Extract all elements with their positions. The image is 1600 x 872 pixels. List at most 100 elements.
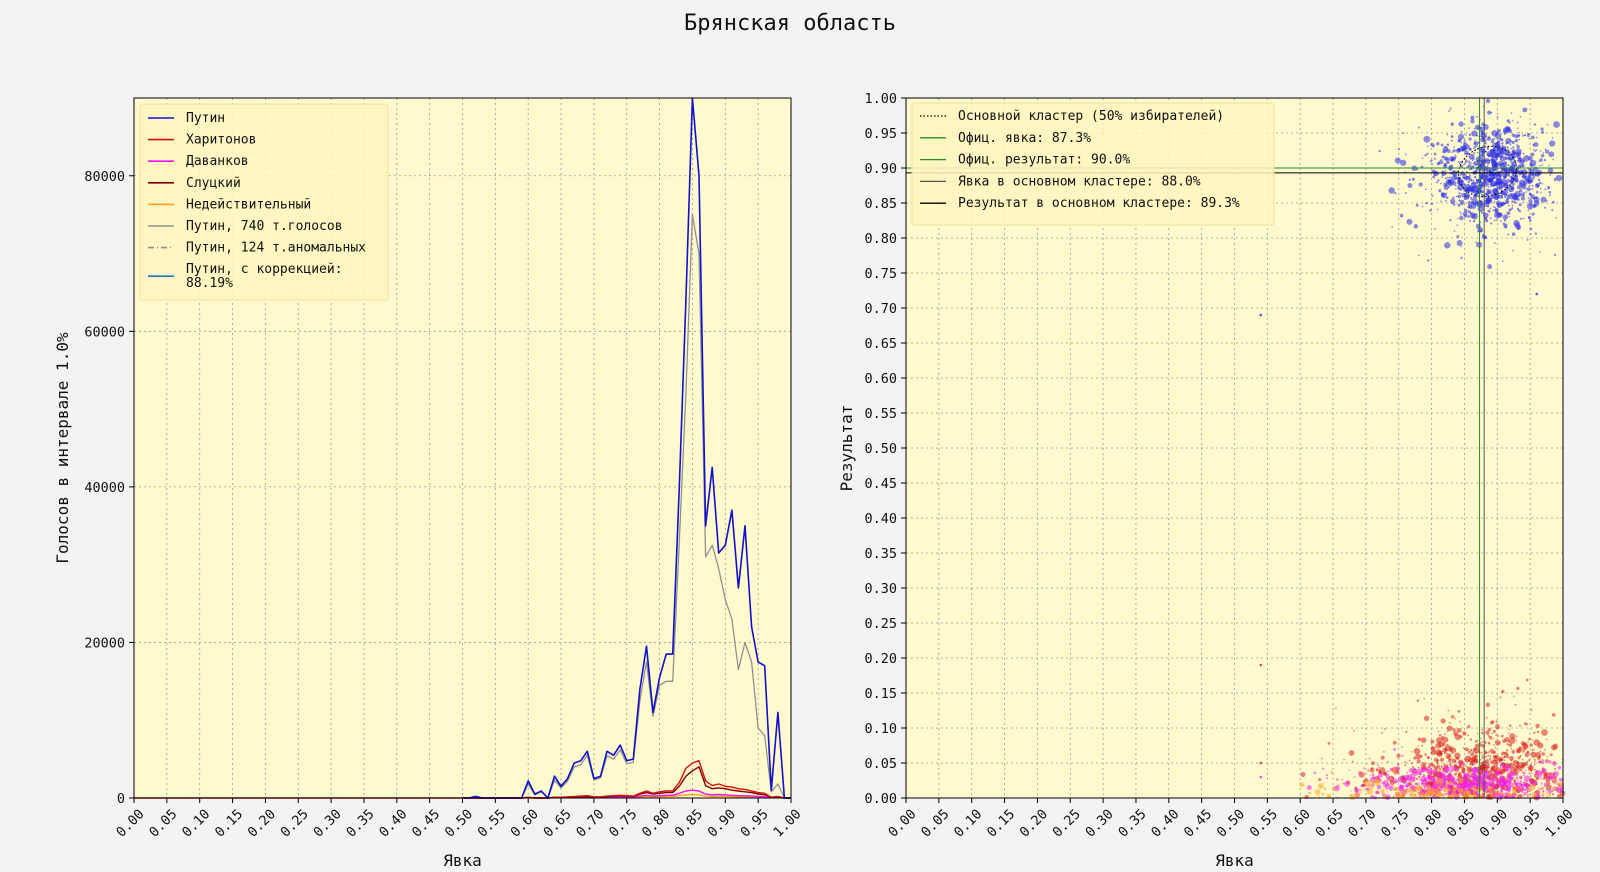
scatter-point	[1473, 147, 1476, 150]
scatter-point	[1460, 141, 1463, 144]
scatter-point	[1353, 729, 1355, 732]
scatter-point	[1441, 155, 1445, 159]
scatter-point	[1446, 143, 1450, 146]
scatter-point	[1471, 795, 1473, 798]
scatter-point	[1482, 770, 1484, 773]
scatter-point	[1508, 204, 1510, 207]
scatter-point	[1513, 195, 1519, 201]
scatter-point	[1459, 199, 1465, 205]
scatter-point	[1443, 156, 1448, 161]
scatter-point	[1431, 769, 1437, 775]
scatter-point	[1550, 785, 1552, 788]
scatter-point	[1522, 747, 1527, 751]
scatter-point	[1504, 775, 1507, 778]
scatter-point	[1469, 779, 1472, 782]
scatter-point	[1413, 224, 1419, 229]
scatter-point	[1557, 765, 1562, 770]
scatter-point	[1443, 778, 1446, 781]
scatter-point	[1481, 743, 1486, 748]
scatter-point	[1446, 133, 1449, 136]
scatter-point	[1410, 773, 1413, 777]
scatter-point	[1388, 770, 1390, 773]
scatter-point	[1462, 794, 1465, 797]
scatter-point	[1502, 201, 1505, 204]
plot-frame	[133, 97, 792, 799]
scatter-point	[1486, 159, 1489, 162]
scatter-point	[1493, 759, 1496, 762]
scatter-point	[1492, 176, 1496, 180]
scatter-point	[1437, 179, 1440, 182]
scatter-point	[1479, 783, 1482, 786]
scatter-point	[1476, 182, 1479, 185]
scatter-point	[1500, 138, 1504, 142]
scatter-point	[1494, 208, 1499, 213]
scatter-point	[1516, 747, 1522, 753]
scatter-point	[1484, 142, 1487, 145]
scatter-point	[1448, 721, 1451, 724]
scatter-point	[1535, 769, 1541, 776]
scatter-point	[1458, 785, 1461, 788]
scatter-point	[1456, 170, 1459, 173]
scatter-point	[1360, 791, 1363, 794]
scatter-point	[1488, 780, 1491, 783]
scatter-point	[1538, 181, 1542, 185]
scatter-point	[1490, 196, 1494, 200]
scatter-point	[1502, 173, 1507, 178]
scatter-point	[1404, 153, 1407, 156]
scatter-point	[1514, 134, 1519, 139]
scatter-point	[1511, 749, 1515, 754]
scatter-point	[1459, 146, 1462, 148]
scatter-point	[1479, 181, 1484, 187]
scatter-point	[1438, 767, 1442, 771]
scatter-point	[1476, 789, 1479, 793]
x-tick-label: 0.95	[1509, 806, 1543, 840]
scatter-point	[1403, 784, 1405, 787]
scatter-point	[1404, 778, 1407, 781]
scatter-point	[1457, 709, 1461, 713]
scatter-point	[1419, 778, 1422, 781]
y-tick-label: 0.95	[864, 126, 897, 142]
scatter-point	[1514, 703, 1517, 706]
scatter-point	[1259, 775, 1263, 779]
scatter-point	[1493, 775, 1495, 778]
scatter-point	[1528, 790, 1531, 793]
scatter-point	[1498, 140, 1501, 143]
scatter-point	[1444, 733, 1446, 735]
scatter-point	[1524, 783, 1528, 787]
x-tick-label: 0.85	[1444, 806, 1478, 840]
scatter-point	[1415, 203, 1419, 207]
scatter-point	[1504, 146, 1507, 149]
scatter-point	[1465, 134, 1467, 136]
scatter-point	[1489, 760, 1492, 763]
scatter-point	[1473, 754, 1478, 759]
legend-label: Путин, с коррекцией:	[186, 262, 343, 277]
scatter-point	[1471, 763, 1474, 766]
scatter-point	[1471, 168, 1473, 171]
scatter-point	[1506, 772, 1509, 775]
y-tick-label: 60000	[84, 324, 125, 340]
scatter-point	[1474, 788, 1477, 790]
scatter-point	[1511, 200, 1514, 203]
scatter-point	[1544, 188, 1547, 191]
scatter-point	[1470, 788, 1474, 793]
scatter-point	[1457, 217, 1459, 220]
scatter-point	[1485, 730, 1490, 735]
x-tick-label: 0.35	[1115, 806, 1149, 840]
scatter-point	[1470, 749, 1473, 752]
scatter-point	[1420, 780, 1425, 784]
x-tick-label: 0.50	[1214, 806, 1248, 840]
scatter-point	[1511, 119, 1514, 122]
scatter-point	[1441, 176, 1443, 178]
scatter-point	[1470, 213, 1472, 215]
scatter-point	[1551, 779, 1557, 784]
scatter-point	[1466, 759, 1470, 762]
scatter-point	[1545, 759, 1549, 763]
scatter-point	[1535, 723, 1540, 729]
scatter-point	[1535, 777, 1538, 780]
scatter-point	[1494, 170, 1500, 177]
scatter-point	[1323, 787, 1327, 791]
scatter-point	[1530, 751, 1537, 758]
scatter-point	[1485, 702, 1491, 707]
scatter-point	[1541, 164, 1543, 166]
scatter-point	[1314, 789, 1321, 795]
